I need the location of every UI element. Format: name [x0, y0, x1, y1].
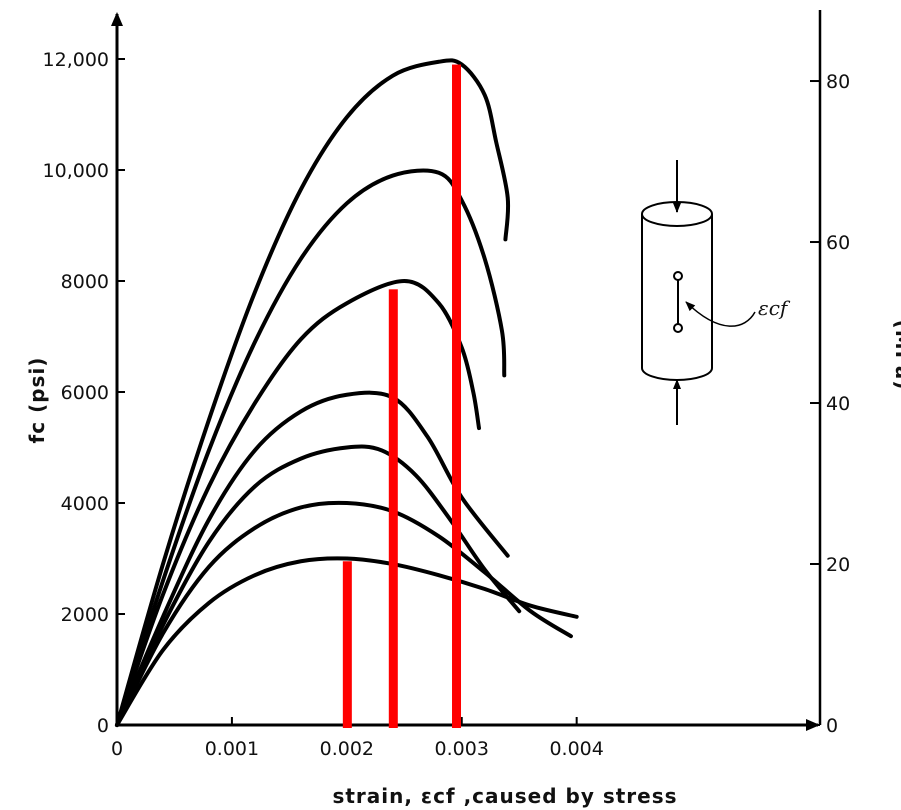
peak-strain-marker-3	[452, 64, 462, 729]
stress-strain-curve-6	[115, 168, 507, 727]
y-left-tick-label: 0	[97, 715, 109, 737]
cylinder-bottom	[641, 367, 713, 381]
specimen-inset	[641, 160, 756, 425]
x-tick-label: 0	[111, 738, 123, 760]
x-tick-label: 0.003	[435, 738, 489, 760]
x-tick-label: 0.002	[320, 738, 374, 760]
markers-layer	[342, 64, 462, 729]
y-right-tick-label: 60	[826, 232, 850, 254]
stress-strain-curve-1	[115, 556, 579, 727]
x-tick-label: 0.004	[549, 738, 603, 760]
y-left-tick-label: 2000	[61, 604, 109, 626]
y-left-tick-label: 6000	[61, 382, 109, 404]
y-right-tick-label: 20	[826, 554, 850, 576]
x-axis-title: strain, εcf ,caused by stress	[332, 784, 677, 808]
peak-strain-marker-2	[388, 289, 398, 728]
peak-strain-marker-1	[342, 561, 352, 728]
y-left-tick-label: 12,000	[43, 49, 109, 71]
stress-strain-curve-4	[115, 390, 510, 727]
labels-layer: 0 2000 4000 6000 8000 10,000 12,000 0 20 40 60 80 0 0…	[43, 49, 851, 760]
x-tick-label: 0.001	[205, 738, 259, 760]
y-right-axis-title: (MPa)	[891, 320, 901, 391]
stress-strain-curve-5	[115, 279, 481, 727]
inset-strain-label: εcf	[758, 296, 791, 320]
gauge-pointer-icon	[685, 301, 756, 327]
y-left-tick-label: 4000	[61, 493, 109, 515]
y-left-tick-label: 8000	[61, 271, 109, 293]
gauge-point-top	[673, 271, 683, 281]
y-right-tick-label: 80	[826, 71, 850, 93]
y-right-tick-label: 0	[826, 715, 838, 737]
y-right-tick-label: 40	[826, 393, 850, 415]
y-left-tick-label: 10,000	[43, 160, 109, 182]
gauge-point-bottom	[673, 323, 683, 333]
stress-strain-curve-7	[115, 58, 511, 727]
ticks-layer	[116, 58, 820, 726]
y-axis-title: fc (psi)	[25, 357, 49, 444]
